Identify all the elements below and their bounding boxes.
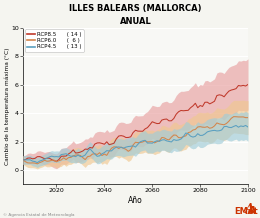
Title: ILLES BALEARS (MALLORCA)
ANUAL: ILLES BALEARS (MALLORCA) ANUAL (69, 4, 202, 26)
X-axis label: Año: Año (128, 196, 143, 205)
Text: EMet: EMet (235, 208, 258, 216)
Text: © Agencia Estatal de Meteorología: © Agencia Estatal de Meteorología (3, 213, 74, 217)
Text: A: A (245, 203, 255, 216)
Y-axis label: Cambio de la temperatura máxima (°C): Cambio de la temperatura máxima (°C) (4, 47, 10, 165)
Legend: RCP8.5      ( 14 ), RCP6.0      (  6 ), RCP4.5      ( 13 ): RCP8.5 ( 14 ), RCP6.0 ( 6 ), RCP4.5 ( 13… (25, 29, 83, 52)
Text: A: A (248, 206, 256, 216)
